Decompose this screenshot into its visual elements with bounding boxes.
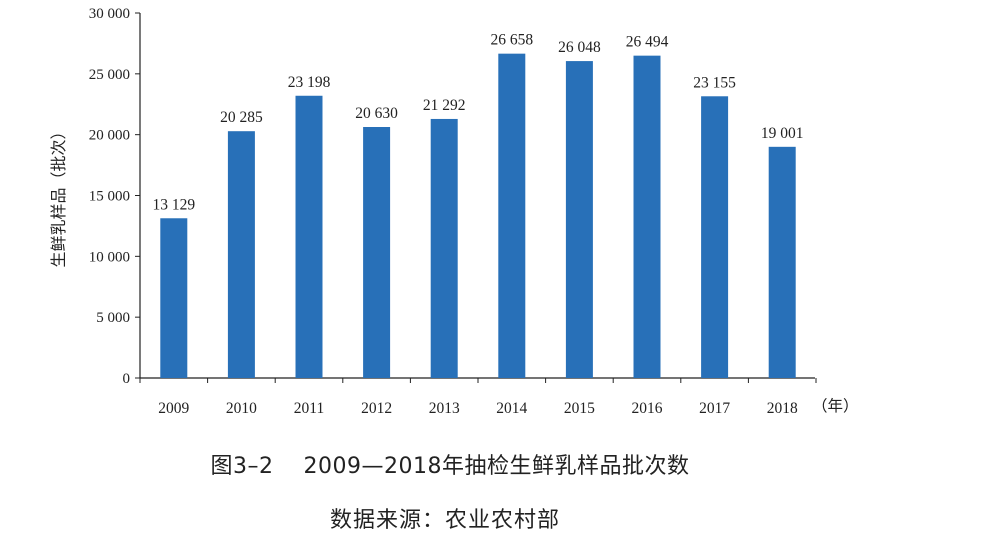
bar	[701, 96, 729, 379]
figure-title: 2009—2018年抽检生鲜乳样品批次数	[303, 454, 690, 479]
chart-svg: 0 5 000 10 000 15 000 20 000 25 000 30 000 13 1…	[50, 6, 859, 417]
x-tick-label: 2011	[294, 400, 324, 417]
figure-number: 图3–2	[210, 454, 274, 479]
y-tick-label: 0	[123, 371, 131, 387]
figure-caption: 图3–2 2009—2018年抽检生鲜乳样品批次数	[0, 448, 950, 480]
bar	[498, 53, 526, 378]
bar	[363, 127, 391, 378]
y-tick-label: 15 000	[89, 189, 130, 205]
bar-value-label: 26 658	[490, 32, 533, 49]
data-source: 数据来源：农业农村部	[329, 508, 560, 533]
bar	[227, 131, 255, 378]
bar	[768, 146, 796, 378]
x-tick-label: 2009	[158, 400, 189, 417]
y-tick-label: 20 000	[89, 128, 130, 144]
x-tick-label: 2017	[699, 400, 730, 417]
x-axis-unit: （年）	[812, 397, 859, 415]
x-tick-label: 2016	[632, 400, 663, 417]
x-tick-label: 2018	[767, 400, 798, 417]
x-tick-label: 2012	[361, 400, 392, 417]
x-tick-label: 2013	[429, 400, 460, 417]
y-axis-label: 生鲜乳样品（批次）	[50, 123, 68, 267]
bar-value-label: 26 048	[558, 39, 601, 56]
x-tick-label: 2014	[496, 400, 527, 417]
bar-value-label: 20 285	[220, 109, 263, 126]
bar-value-label: 23 198	[288, 74, 331, 91]
bar-value-label: 20 630	[355, 105, 398, 122]
bar	[160, 218, 188, 378]
bar	[295, 95, 323, 379]
y-tick-label: 25 000	[89, 67, 130, 83]
bar-value-label: 13 129	[152, 196, 195, 213]
bar-value-label: 19 001	[761, 125, 804, 142]
bar-value-label: 26 494	[626, 34, 669, 51]
y-tick-label: 10 000	[89, 249, 130, 265]
bar-value-label: 23 155	[693, 74, 736, 91]
bar-chart: 0 5 000 10 000 15 000 20 000 25 000 30 000 13 1…	[50, 6, 859, 417]
x-tick-label: 2010	[226, 400, 257, 417]
y-tick-label: 5 000	[96, 310, 130, 326]
bar	[430, 118, 458, 379]
y-tick-label: 30 000	[89, 6, 130, 22]
bar-value-label: 21 292	[423, 97, 466, 114]
bar	[565, 61, 593, 378]
x-tick-label: 2015	[564, 400, 595, 417]
bar	[633, 55, 661, 378]
